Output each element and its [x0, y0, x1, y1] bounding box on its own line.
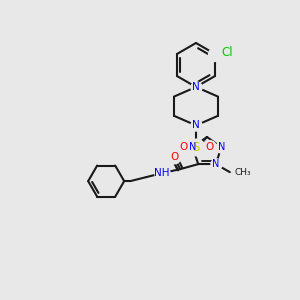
Text: O: O [170, 152, 178, 162]
Text: N: N [189, 142, 196, 152]
Text: N: N [212, 159, 220, 169]
Text: O: O [179, 142, 187, 152]
Text: O: O [205, 142, 213, 152]
Text: S: S [192, 141, 200, 154]
Text: N: N [192, 82, 200, 92]
Text: N: N [218, 142, 225, 152]
Text: N: N [192, 120, 200, 130]
Text: NH: NH [154, 168, 170, 178]
Text: Cl: Cl [221, 46, 233, 59]
Text: CH₃: CH₃ [235, 168, 251, 177]
